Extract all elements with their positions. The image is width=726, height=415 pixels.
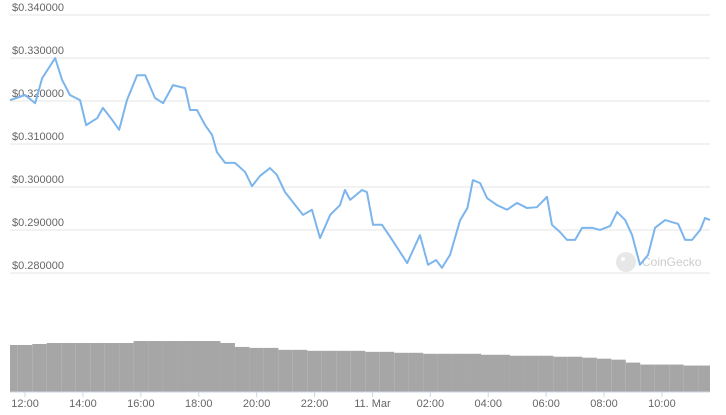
volume-bar (553, 356, 568, 392)
volume-bar (249, 347, 264, 392)
volume-bar (452, 353, 467, 392)
volume-bar (466, 353, 482, 392)
volume-bar (408, 352, 424, 392)
volume-bar (379, 351, 395, 392)
volume-bar (191, 341, 206, 392)
volume-bar (90, 343, 105, 392)
volume-bar (538, 355, 554, 392)
volume-bar (654, 364, 670, 392)
volume-bar (263, 347, 279, 392)
volume-bar (307, 350, 322, 392)
volume-bar (177, 341, 192, 392)
watermark-icon (616, 252, 636, 272)
volume-bar (148, 341, 163, 392)
volume-bar (683, 365, 699, 392)
price-line (9, 57, 711, 269)
volume-bar (133, 341, 149, 392)
volume-bar (481, 354, 496, 392)
volume-bar (437, 353, 453, 392)
volume-bar (162, 341, 178, 392)
volume-bar (567, 356, 583, 392)
x-tick-label: 22:00 (301, 398, 329, 410)
x-tick-label: 02:00 (417, 398, 445, 410)
x-tick-label: 18:00 (185, 398, 213, 410)
volume-bar (321, 350, 337, 392)
volume-bar (524, 355, 539, 392)
x-tick-label: 12:00 (11, 398, 39, 410)
volume-bar (423, 353, 438, 392)
volume-bar (394, 352, 409, 392)
volume-bar (75, 343, 91, 392)
x-tick-label: 11. Mar (354, 398, 391, 410)
watermark-eye (621, 257, 625, 261)
volume-bar (495, 354, 510, 392)
volume-bar (46, 343, 62, 392)
y-tick-label: $0.340000 (12, 2, 64, 14)
y-tick-label: $0.310000 (12, 131, 64, 143)
volume-bar (278, 349, 293, 392)
y-tick-label: $0.290000 (12, 217, 64, 229)
volume-bar (596, 358, 612, 392)
volume-bar (336, 350, 351, 392)
volume-bar (669, 364, 684, 392)
x-tick-label: 10:00 (648, 398, 676, 410)
volume-bar (17, 344, 33, 392)
x-tick-label: 20:00 (243, 398, 271, 410)
volume-bar (32, 343, 47, 392)
volume-bar (625, 362, 641, 392)
volume-bar (698, 365, 710, 392)
volume-bar (234, 346, 250, 392)
x-tick-label: 08:00 (590, 398, 618, 410)
volume-bar (220, 343, 235, 392)
volume-bar (509, 355, 525, 392)
volume-bar (61, 343, 76, 392)
plot: $0.280000 $0.290000 $0.300000 $0.310000 $0.3… (9, 2, 711, 410)
y-tick-label: $0.330000 (12, 45, 64, 57)
volume-bar (10, 344, 18, 392)
y-tick-label: $0.280000 (12, 260, 64, 272)
volume-bar (350, 350, 366, 392)
y-tick-label: $0.300000 (12, 174, 64, 186)
x-tick-label: 14:00 (69, 398, 97, 410)
x-tick-label: 04:00 (474, 398, 502, 410)
volume-bar (582, 357, 597, 392)
volume-bar (611, 359, 626, 392)
volume-bar (640, 364, 655, 392)
x-tick-label: 06:00 (532, 398, 560, 410)
volume-bar (104, 343, 120, 392)
x-tick-label: 16:00 (127, 398, 155, 410)
watermark-text: CoinGecko (642, 255, 702, 269)
volume-bar (365, 351, 380, 392)
volume-bar (292, 349, 308, 392)
volume-bar (205, 341, 221, 392)
watermark: CoinGecko (616, 252, 702, 272)
volume-bar (119, 343, 134, 392)
